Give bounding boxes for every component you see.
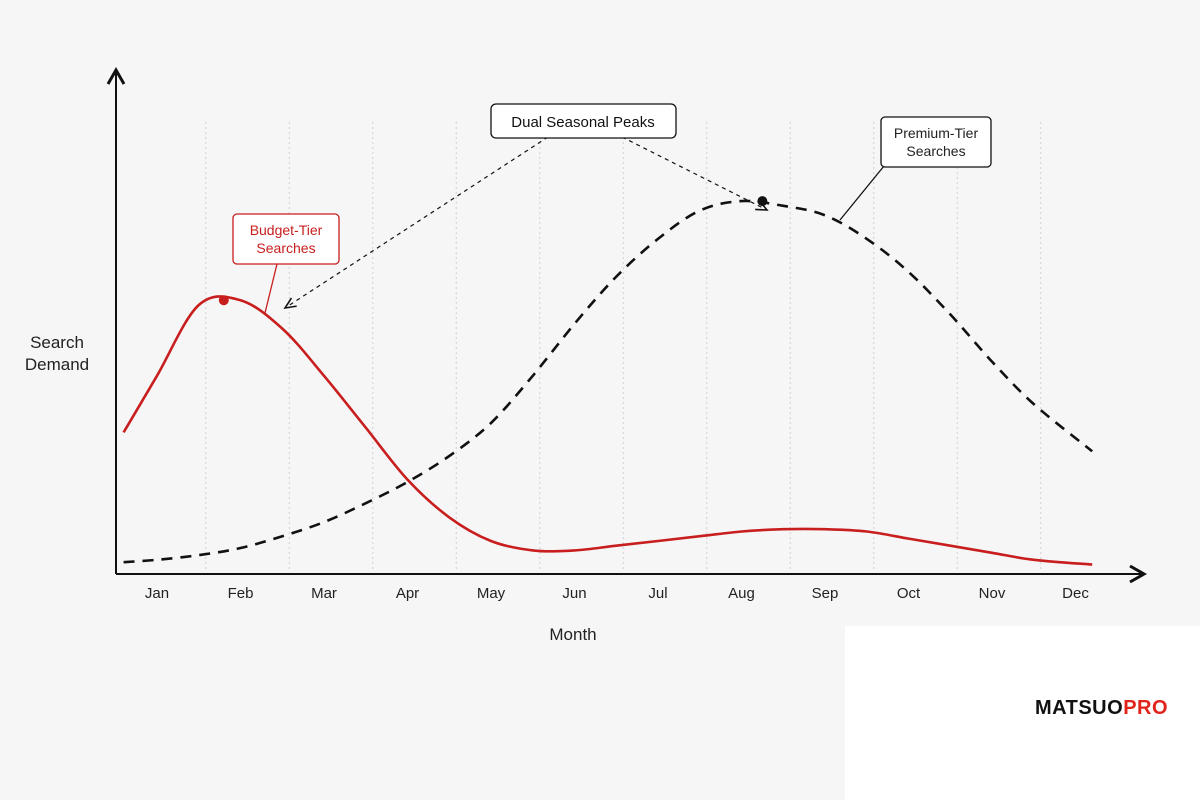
x-tick-label: Oct <box>897 585 921 602</box>
premium-callout-line1: Premium-Tier <box>894 125 979 141</box>
x-tick-label: Jun <box>562 585 586 602</box>
grid-lines <box>205 122 1042 572</box>
premium-callout-leader <box>839 165 885 221</box>
brand-logo-part2: PRO <box>1123 697 1169 719</box>
dual-peaks-callout: Dual Seasonal Peaks <box>283 103 769 310</box>
premium-peak-marker <box>757 196 768 207</box>
series-line-budget <box>122 295 1093 566</box>
brand-logo-part1: MATSUO <box>1035 697 1124 719</box>
premium-callout-box <box>880 116 992 168</box>
budget-peak-marker <box>218 295 229 306</box>
series-line-premium <box>123 199 1094 564</box>
x-tick-label: Nov <box>979 585 1006 602</box>
budget-callout-line1: Budget-Tier <box>250 222 323 238</box>
budget-callout-box <box>232 213 340 265</box>
brand-panel: MATSUOPRO <box>845 626 1200 800</box>
x-tick-label: Dec <box>1062 585 1089 602</box>
x-tick-label: Feb <box>228 585 254 602</box>
y-axis-title-line2: Demand <box>25 355 89 374</box>
x-tick-label: Aug <box>728 585 755 602</box>
x-tick-label: Jul <box>648 585 667 602</box>
budget-callout-line2: Searches <box>256 240 315 256</box>
x-tick-label: Sep <box>812 585 839 602</box>
y-axis-title-line1: Search <box>30 333 84 352</box>
x-axis-title: Month <box>549 625 596 644</box>
x-tick-labels: Jan Feb Mar Apr May Jun Jul Aug Sep Oct Nov Dec <box>145 585 1089 602</box>
x-tick-label: Jan <box>145 585 169 602</box>
peak-markers <box>218 196 768 306</box>
brand-logo: MATSUOPRO <box>1035 697 1168 720</box>
x-tick-label: Apr <box>396 585 419 602</box>
x-tick-label: Mar <box>311 585 337 602</box>
premium-tier-callout: Premium-Tier Searches <box>839 116 992 221</box>
series-layer <box>122 199 1094 566</box>
premium-callout-line2: Searches <box>906 143 965 159</box>
dual-peaks-arrow-right <box>621 136 769 211</box>
dual-peaks-label: Dual Seasonal Peaks <box>511 114 654 131</box>
x-tick-label: May <box>477 585 506 602</box>
budget-tier-callout: Budget-Tier Searches <box>232 213 340 314</box>
dual-peaks-box <box>490 103 677 139</box>
budget-callout-leader <box>264 263 278 314</box>
